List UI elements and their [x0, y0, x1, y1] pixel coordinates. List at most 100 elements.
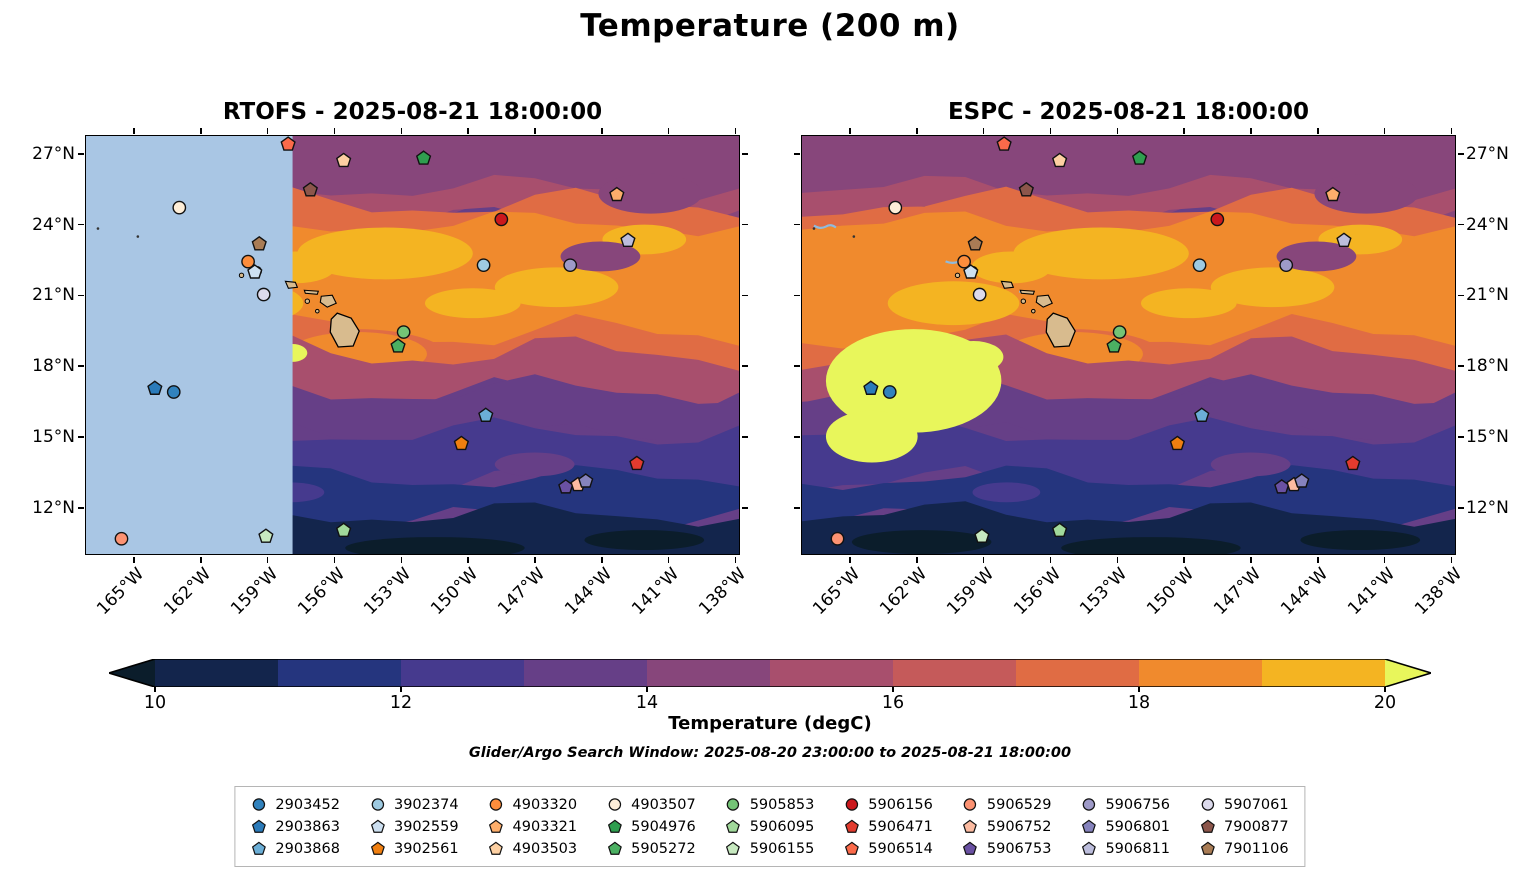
- marker-layer-espc: [830, 136, 1361, 546]
- axis-tick: [1450, 127, 1453, 134]
- lon-tick-label: 150°W: [427, 564, 483, 619]
- circle-marker-icon: [1201, 798, 1214, 811]
- axis-tick: [741, 365, 748, 367]
- circle-marker-icon: [608, 798, 621, 811]
- pentagon-marker-icon: [844, 841, 859, 855]
- legend-label: 4903321: [512, 818, 578, 835]
- lat-tick-label: 15°N: [32, 427, 75, 448]
- legend-item-5906156: 5906156: [844, 794, 933, 815]
- lon-tick-label: 141°W: [627, 564, 683, 619]
- lat-tick-label: 21°N: [32, 285, 75, 306]
- axis-tick: [849, 556, 851, 563]
- map-marker-2903863: [147, 380, 163, 395]
- lon-tick-label: 144°W: [1277, 564, 1333, 619]
- legend-label: 4903320: [512, 796, 578, 813]
- axis-tick: [77, 153, 84, 155]
- legend-item-2903868: 2903868: [251, 838, 340, 859]
- legend-item-5904976: 5904976: [607, 816, 696, 837]
- axis-tick: [1457, 436, 1464, 438]
- map-marker-7901106: [251, 235, 267, 251]
- pentagon-marker-icon: [963, 841, 978, 855]
- axis-tick: [1317, 127, 1319, 134]
- pentagon-marker-icon: [251, 841, 266, 855]
- circle-marker-icon: [845, 798, 859, 811]
- map-marker-5906095: [336, 522, 352, 538]
- axis-tick: [534, 556, 536, 563]
- legend-item-5906811: 5906811: [1081, 838, 1170, 859]
- map-marker-5906095: [1052, 522, 1068, 538]
- axis-tick: [741, 223, 748, 226]
- lon-tick-label: 147°W: [494, 564, 550, 619]
- axis-tick: [1383, 127, 1386, 134]
- map-marker-2903863: [863, 380, 879, 395]
- map-marker-2903868: [478, 407, 494, 422]
- lat-tick-label: 24°N: [32, 214, 75, 235]
- axis-tick: [333, 127, 336, 134]
- map-marker-5906811: [620, 232, 636, 247]
- circle-marker-icon: [489, 798, 503, 811]
- axis-tick: [982, 127, 985, 134]
- axis-tick: [1138, 687, 1140, 692]
- axis-tick: [793, 294, 800, 297]
- axis-tick: [200, 556, 202, 563]
- pentagon-marker-icon: [251, 819, 266, 833]
- axis-tick: [1116, 127, 1119, 134]
- pentagon-marker-icon: [1200, 841, 1215, 855]
- legend-item-4903321: 4903321: [489, 816, 578, 837]
- map-marker-5906756: [1279, 258, 1294, 273]
- axis-tick: [667, 556, 670, 563]
- lon-tick-label: 153°W: [1076, 564, 1132, 619]
- legend-item-3902374: 3902374: [370, 794, 459, 815]
- axis-tick: [1457, 507, 1464, 509]
- colorbar-tick-label: 14: [635, 693, 659, 713]
- axis-tick: [601, 127, 603, 134]
- axis-tick: [1450, 556, 1453, 563]
- pentagon-marker-icon: [1081, 841, 1096, 855]
- legend-label: 5905853: [749, 796, 815, 813]
- legend-label: 5906752: [986, 818, 1052, 835]
- lon-tick-label: 162°W: [875, 564, 931, 619]
- legend-label: 5906753: [986, 840, 1052, 857]
- axis-tick: [400, 556, 403, 563]
- legend: 2903452 2903863 2903868 3902374 3902559 39025…: [234, 786, 1306, 867]
- axis-tick: [741, 436, 748, 438]
- map-marker-5906471: [1345, 455, 1361, 471]
- circle-marker-icon: [964, 798, 977, 811]
- lon-tick-label: 159°W: [942, 564, 998, 619]
- map-marker-4903320: [241, 254, 255, 269]
- legend-label: 2903868: [275, 840, 340, 857]
- axis-tick: [646, 687, 648, 692]
- map-marker-2903452: [882, 385, 897, 399]
- pentagon-marker-icon: [489, 819, 504, 833]
- legend-item-7901106: 7901106: [1200, 838, 1289, 859]
- pentagon-marker-icon: [607, 841, 622, 855]
- axis-tick: [667, 127, 670, 134]
- axis-tick: [467, 127, 469, 134]
- legend-label: 5906514: [868, 840, 933, 857]
- colorbar-tick-label: 12: [389, 693, 413, 713]
- axis-tick: [793, 223, 800, 226]
- legend-label: 5906155: [749, 840, 815, 857]
- axis-tick: [200, 127, 202, 134]
- map-marker-5906753: [558, 479, 574, 494]
- legend-label: 7901106: [1224, 840, 1289, 857]
- map-marker-5906156: [494, 212, 509, 227]
- lon-tick-label: 138°W: [694, 564, 750, 619]
- pentagon-marker-icon: [1081, 819, 1096, 833]
- map-marker-4903321: [1325, 186, 1341, 202]
- map-marker-5905272: [1106, 338, 1122, 353]
- legend-label: 4903507: [631, 796, 696, 813]
- legend-label: 7900877: [1224, 818, 1289, 835]
- map-marker-5906801: [1294, 473, 1310, 488]
- map-marker-5906529: [114, 531, 129, 546]
- axis-tick: [793, 365, 800, 367]
- map-marker-7900877: [1018, 181, 1034, 197]
- axis-tick: [1457, 223, 1464, 226]
- legend-item-5906801: 5906801: [1081, 816, 1170, 837]
- axis-tick: [793, 153, 800, 155]
- map-marker-3902561: [1169, 435, 1186, 451]
- map-marker-5906156: [1210, 212, 1225, 227]
- circle-marker-icon: [726, 798, 740, 811]
- axis-tick: [734, 127, 737, 134]
